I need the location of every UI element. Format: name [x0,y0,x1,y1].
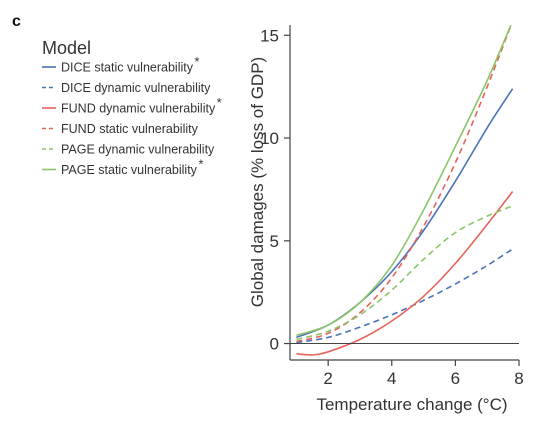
legend-label: PAGE dynamic vulnerability [61,143,215,157]
y-tick-label: 5 [270,232,279,251]
series-line-page-dynamic-vulnerability [296,205,513,341]
legend-asterisk: * [217,96,222,110]
legend: DICE static vulnerability *DICE dynamic v… [42,55,222,177]
series-line-fund-static-vulnerability [296,25,512,343]
legend-label: PAGE static vulnerability [61,163,198,177]
x-tick-label: 4 [387,369,396,388]
legend-asterisk: * [195,55,200,69]
legend-label: FUND dynamic vulnerability [61,102,216,116]
legend-asterisk: * [198,158,203,172]
legend-label: DICE dynamic vulnerability [61,81,211,95]
legend-label: FUND static vulnerability [61,122,199,136]
x-axis-label: Temperature change (°C) [316,395,507,414]
panel-label: c [12,13,21,30]
axes: 0 5 10 15 2 4 6 8 [260,25,524,388]
legend-label: DICE static vulnerability [61,61,194,75]
series-line-fund-dynamic-vulnerability [296,191,514,356]
legend-title: Model [42,38,91,58]
series-line-dice-dynamic-vulnerability [296,248,514,344]
x-tick-label: 2 [323,369,332,388]
y-tick-label: 15 [260,26,279,45]
x-tick-label: 8 [514,369,523,388]
series-line-dice-static-vulnerability [296,88,514,339]
y-tick-label: 0 [270,335,279,354]
y-axis-label: Global damages (% loss of GDP) [248,57,267,307]
y-tick-label: 10 [260,129,279,148]
plot-area [296,25,514,356]
series-line-page-static-vulnerability [296,25,512,337]
x-tick-label: 6 [451,369,460,388]
